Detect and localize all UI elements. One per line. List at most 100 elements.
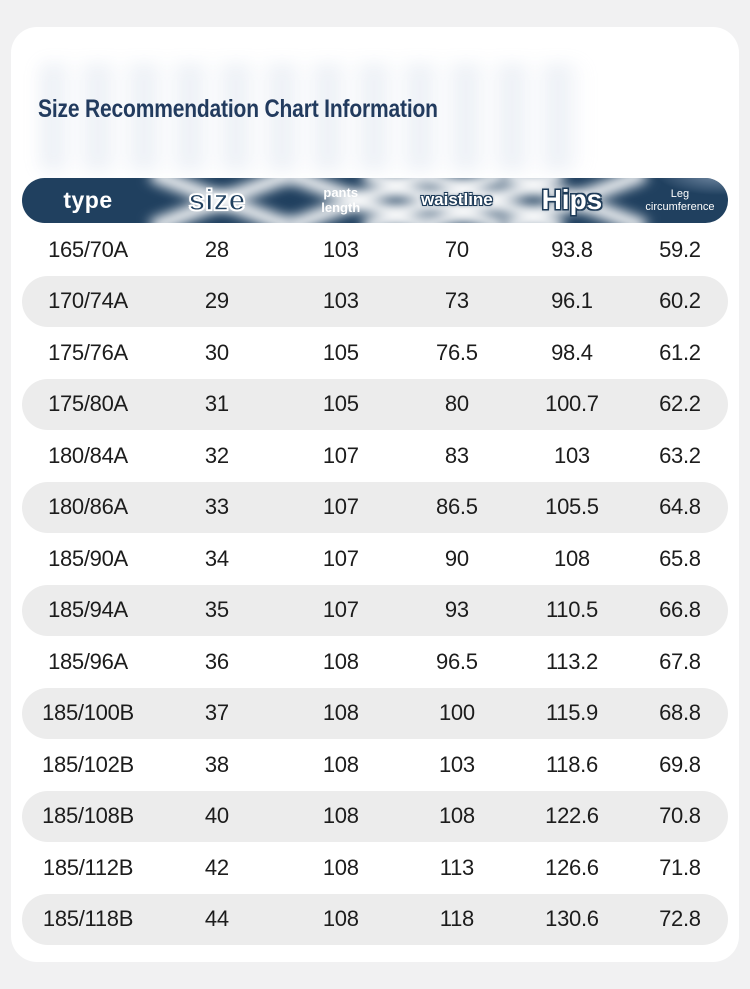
col-header-size: size [188, 183, 246, 218]
table-cell: 59.2 [659, 236, 701, 262]
table-header-row: type size pants length waistline Hips Le… [22, 178, 728, 223]
table-cell: 83 [444, 442, 469, 468]
table-cell: 185/112B [42, 854, 134, 880]
table-cell: 108 [322, 906, 359, 932]
table-cell: 98.4 [551, 339, 593, 365]
table-cell: 71.8 [659, 854, 701, 880]
table-row: 175/80A 31 105 80 100.7 62.2 [22, 378, 728, 430]
table-cell: 130.6 [545, 906, 599, 932]
table-cell: 118 [439, 906, 474, 932]
table-cell: 72.8 [659, 906, 701, 932]
table-cell: 38 [204, 751, 229, 777]
table-cell: 115.9 [545, 700, 598, 726]
table-cell: 105 [322, 391, 359, 417]
table-cell: 35 [204, 597, 229, 623]
table-cell: 76.5 [436, 339, 478, 365]
table-cell: 107 [322, 545, 359, 571]
table-row: 165/70A 28 103 70 93.8 59.2 [22, 224, 728, 276]
table-cell: 61.2 [659, 339, 701, 365]
table-cell: 108 [322, 700, 359, 726]
table-cell: 113.2 [545, 648, 598, 674]
table-cell: 73 [444, 288, 469, 314]
size-chart-card: Size Recommendation Chart Information ty… [11, 27, 739, 962]
table-cell: 62.2 [659, 391, 701, 417]
table-cell: 40 [204, 803, 229, 829]
table-cell: 170/74A [48, 288, 128, 314]
table-cell: 103 [554, 442, 590, 468]
table-cell: 105.5 [545, 494, 599, 520]
table-cell: 44 [204, 906, 229, 932]
table-cell: 34 [204, 545, 229, 571]
table-cell: 108 [322, 751, 359, 777]
table-cell: 100.7 [545, 391, 599, 417]
header-corner-glow [618, 178, 728, 220]
table-cell: 107 [322, 597, 359, 623]
table-cell: 63.2 [659, 442, 701, 468]
table-row: 185/100B 37 108 100 115.9 68.8 [22, 687, 728, 739]
table-cell: 32 [204, 442, 229, 468]
table-row: 185/118B 44 108 118 130.6 72.8 [22, 893, 728, 945]
table-cell: 185/100B [42, 700, 134, 726]
table-cell: 103 [322, 236, 359, 262]
col-header-type: type [63, 186, 113, 213]
table-cell: 103 [438, 751, 475, 777]
table-cell: 93 [444, 597, 469, 623]
table-cell: 65.8 [659, 545, 701, 571]
table-cell: 66.8 [659, 597, 701, 623]
table-cell: 107 [322, 494, 359, 520]
table-cell: 64.8 [659, 494, 701, 520]
table-cell: 165/70A [48, 236, 128, 262]
table-cell: 185/108B [42, 803, 134, 829]
table-cell: 185/118B [42, 906, 134, 932]
table-body: 165/70A 28 103 70 93.8 59.2 170/74A 29 103 73 96.1… [22, 224, 728, 945]
table-cell: 68.8 [659, 700, 701, 726]
table-cell: 70.8 [659, 803, 701, 829]
col-header-pants-length: pants length [280, 185, 402, 215]
table-cell: 108 [322, 803, 359, 829]
table-cell: 42 [204, 854, 229, 880]
table-row: 185/94A 35 107 93 110.5 66.8 [22, 584, 728, 636]
table-cell: 96.1 [551, 288, 593, 314]
table-cell: 113 [439, 854, 474, 880]
table-cell: 37 [204, 700, 229, 726]
table-cell: 31 [204, 391, 229, 417]
table-cell: 185/102B [42, 751, 134, 777]
table-cell: 108 [554, 545, 590, 571]
col-header-pants-length-line2: length [321, 199, 361, 215]
table-cell: 107 [322, 442, 359, 468]
table-cell: 108 [322, 648, 359, 674]
table-cell: 67.8 [659, 648, 701, 674]
table-row: 180/84A 32 107 83 103 63.2 [22, 430, 728, 482]
table-cell: 86.5 [436, 494, 478, 520]
blurred-watermark-band [39, 63, 584, 171]
table-cell: 103 [322, 288, 359, 314]
col-header-leg-line1: Leg [670, 188, 690, 201]
size-table: type size pants length waistline Hips Le… [22, 178, 728, 945]
table-row: 185/112B 42 108 113 126.6 71.8 [22, 842, 728, 894]
table-cell: 108 [322, 854, 359, 880]
table-cell: 110.5 [545, 597, 598, 623]
table-cell: 28 [204, 236, 229, 262]
table-cell: 96.5 [436, 648, 478, 674]
table-cell: 100 [438, 700, 475, 726]
table-row: 185/108B 40 108 108 122.6 70.8 [22, 790, 728, 842]
table-cell: 126.6 [545, 854, 599, 880]
col-header-pants-length-line1: pants [323, 185, 359, 201]
table-cell: 180/86A [48, 494, 128, 520]
table-cell: 70 [444, 236, 469, 262]
table-cell: 69.8 [659, 751, 701, 777]
table-cell: 118.6 [545, 751, 598, 777]
table-cell: 180/84A [48, 442, 128, 468]
table-cell: 29 [204, 288, 229, 314]
table-cell: 60.2 [659, 288, 701, 314]
col-header-waistline: waistline [420, 190, 493, 210]
col-header-leg-circumference: Leg circumference [632, 188, 728, 212]
table-cell: 175/80A [48, 391, 128, 417]
table-cell: 175/76A [48, 339, 128, 365]
table-cell: 80 [444, 391, 469, 417]
table-row: 185/90A 34 107 90 108 65.8 [22, 533, 728, 585]
table-row: 185/102B 38 108 103 118.6 69.8 [22, 739, 728, 791]
table-cell: 185/96A [48, 648, 128, 674]
col-header-hips: Hips [541, 184, 603, 216]
table-cell: 30 [204, 339, 229, 365]
